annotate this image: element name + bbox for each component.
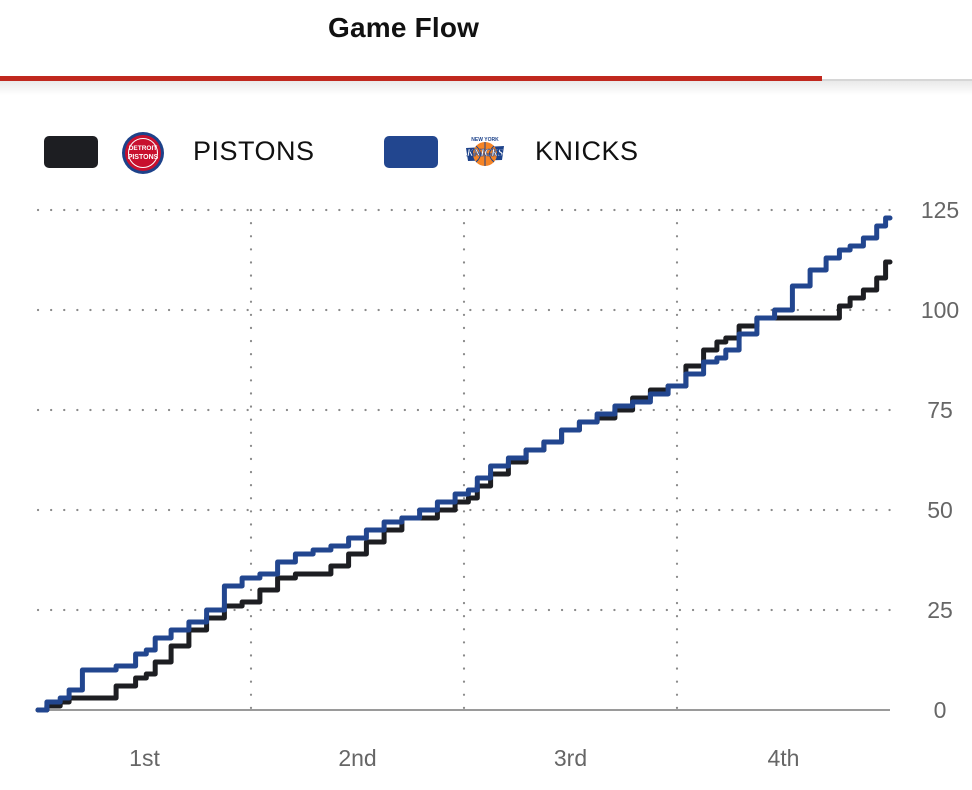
tab-game-flow[interactable]: Game Flow xyxy=(328,12,480,43)
y-tick-label-125: 125 xyxy=(921,197,959,223)
y-tick-label-50: 50 xyxy=(927,497,953,523)
active-tab-indicator xyxy=(0,76,822,81)
x-tick-label-4th: 4th xyxy=(768,745,800,771)
pistons-logo-text-top: DETROIT xyxy=(129,145,158,152)
pistons-logo-text-bottom: PISTONS xyxy=(128,154,159,161)
x-tick-label-1st: 1st xyxy=(129,745,160,771)
knicks-logo-text-top: NEW YORK xyxy=(471,137,499,143)
y-tick-label-75: 75 xyxy=(927,397,953,423)
legend-swatch-pistons xyxy=(44,136,98,168)
header-shadow xyxy=(0,81,972,95)
knicks-logo-icon: NEW YORK KNICKS xyxy=(465,137,504,166)
legend-label-pistons: PISTONS xyxy=(193,136,315,166)
x-tick-label-3rd: 3rd xyxy=(554,745,587,771)
knicks-logo-text-bottom: KNICKS xyxy=(466,148,504,159)
chart-legend: DETROIT PISTONS PISTONS NEW YORK KNICKS … xyxy=(0,126,972,180)
y-tick-label-25: 25 xyxy=(927,597,953,623)
tab-divider xyxy=(822,79,972,81)
y-tick-label-0: 0 xyxy=(934,697,947,723)
legend-label-knicks: KNICKS xyxy=(535,136,639,166)
tab-bar: Game Flow xyxy=(0,0,972,82)
legend-swatch-knicks xyxy=(384,136,438,168)
game-flow-chart: 0 25 50 75 100 125 1st 2nd 3rd 4th xyxy=(35,197,959,771)
series-line-knicks xyxy=(35,215,893,713)
y-tick-label-100: 100 xyxy=(921,297,959,323)
series-line-pistons xyxy=(35,259,893,713)
x-tick-label-2nd: 2nd xyxy=(338,745,376,771)
pistons-logo-icon: DETROIT PISTONS xyxy=(122,132,164,174)
